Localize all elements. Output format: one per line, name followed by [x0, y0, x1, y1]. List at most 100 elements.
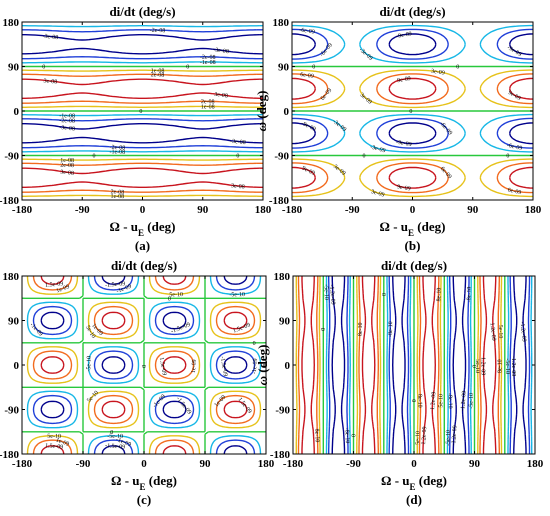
y-tick-label: 90	[278, 62, 290, 74]
x-axis-unit: (deg)	[144, 219, 175, 234]
contour-label: 0	[253, 341, 256, 347]
y-axis-symbol: ω	[254, 122, 269, 131]
contour-label: -3e-08	[59, 125, 75, 133]
contour-label: 0	[312, 65, 315, 71]
panel-title: di/dt (deg/s)	[111, 258, 177, 273]
contour-label: 5e-10	[438, 394, 444, 408]
contour-label: 0	[110, 430, 113, 436]
contour-label: 5e-10	[474, 359, 480, 373]
contour-label: -9e-09	[396, 140, 412, 149]
x-tick-label: 0	[410, 204, 416, 216]
contour-label: -2e-08	[150, 28, 166, 35]
x-axis-subscript: E	[138, 228, 144, 238]
contour-label: -1.2e-09	[328, 284, 335, 305]
contour-label: 8e-10	[313, 429, 319, 443]
x-axis-symbol: Ω - u	[380, 219, 408, 234]
panel-tag: (c)	[137, 492, 151, 507]
contour-label: -5e-10	[469, 393, 475, 409]
contour-level-3	[322, 276, 506, 454]
contour-label: 5e-10	[47, 434, 61, 440]
x-axis-unit: (deg)	[416, 473, 447, 488]
x-tick-label: -90	[75, 204, 90, 216]
contour-label: 1.2e-09	[489, 322, 497, 341]
contour-label: 2e-08	[201, 99, 215, 105]
contour-level-6	[40, 276, 248, 454]
contour-label: -2e-08	[59, 118, 75, 125]
contour-label: -6e-09	[299, 27, 315, 35]
contour-label: 0	[362, 154, 365, 160]
contour-label: 0	[236, 154, 239, 160]
contour-label: -1.2e-09	[510, 356, 516, 376]
x-tick-label: -180	[12, 458, 33, 470]
contour-level-1	[32, 276, 256, 454]
x-tick-label: 90	[197, 204, 209, 216]
contour-label: -3e-08	[213, 47, 229, 55]
x-axis-symbol: Ω - u	[110, 219, 138, 234]
contour-label: -3e-09	[369, 144, 386, 154]
contour-label: -5e-10	[323, 284, 329, 300]
x-tick-label: 180	[258, 458, 275, 470]
contour-level-4	[26, 276, 262, 454]
x-tick-label: 90	[200, 458, 212, 470]
contour-level-0	[40, 276, 248, 454]
contour-label: 1e-08	[60, 158, 74, 164]
contour-lines: -1.2e-09 -1.2e-09 -1.2e-09 -1.2e-09 -1.2e-09…	[295, 276, 533, 454]
contour-label: 9e-09	[301, 166, 316, 177]
x-tick-label: 0	[141, 458, 147, 470]
x-tick-label: 0	[140, 204, 146, 216]
y-tick-label: 90	[279, 316, 291, 328]
y-tick-label: 90	[8, 62, 20, 74]
y-tick-label: -180	[270, 449, 291, 461]
contour-label: 3e-09	[431, 69, 445, 77]
contour-label: 8e-10	[497, 359, 503, 373]
contour-label: 0	[92, 154, 95, 160]
contour-label: -1e-09	[116, 284, 133, 295]
contour-label: 3e-08	[43, 78, 57, 85]
contour-level-5	[22, 73, 263, 193]
x-tick-label: -180	[282, 204, 303, 216]
y-tick-label: 0	[14, 360, 20, 372]
x-axis-label: Ω - uE (deg)	[110, 219, 176, 238]
contour-label: -3e-08	[230, 139, 246, 147]
contour-level-5	[297, 276, 500, 454]
contour-lines: -3e-08-3e-08-3e-08-3e-08-2e-08-2e-08-2e-…	[22, 25, 263, 200]
contour-label: 2e-08	[60, 163, 74, 169]
contour-label: -8e-10	[343, 428, 350, 444]
contour-label: 6e-09	[300, 72, 314, 80]
contour-level-6	[292, 77, 533, 189]
contour-label: -9e-09	[396, 31, 412, 40]
y-tick-label: 0	[284, 106, 290, 118]
x-tick-label: 90	[467, 204, 479, 216]
contour-level-0	[22, 34, 263, 144]
contour-level-0	[331, 276, 527, 454]
contour-label: 9e-09	[397, 184, 412, 192]
panel-title: di/dt (deg/s)	[381, 258, 447, 273]
contour-level-5	[292, 73, 533, 194]
y-tick-label: 0	[14, 106, 20, 118]
contour-label: 5e-10	[497, 325, 503, 339]
contour-label: 9e-09	[397, 76, 412, 84]
contour-label: 8e-10	[358, 322, 364, 336]
contour-level-2	[325, 276, 533, 454]
contour-label: -1.5e-09	[105, 443, 126, 451]
contour-label: 8e-10	[416, 394, 422, 408]
contour-label: -1e-09	[115, 437, 132, 448]
contour-label: 0	[409, 109, 412, 115]
contour-label: 0	[142, 365, 148, 368]
contour-label: -6e-09	[506, 143, 523, 152]
y-tick-label: -180	[0, 195, 19, 207]
contour-label: 0	[412, 399, 418, 402]
contour-level-1	[22, 29, 263, 149]
panel-c: -1.5e-09-1.5e-09-1.5e-09-1.5e-09-1.5e-09…	[0, 258, 275, 507]
y-axis-unit: (deg)	[254, 91, 269, 122]
x-axis-symbol: Ω - u	[111, 473, 139, 488]
x-tick-label: 180	[525, 204, 542, 216]
contour-level-5	[32, 276, 256, 454]
contour-label: 1.5e-09	[45, 443, 64, 451]
contour-level-6	[301, 276, 497, 454]
contour-label: -1e-08	[200, 60, 216, 66]
contour-label: 1e-08	[151, 68, 165, 74]
contour-label: 0	[42, 65, 45, 71]
y-tick-label: 90	[8, 316, 20, 328]
y-axis-unit: (deg)	[255, 345, 270, 376]
